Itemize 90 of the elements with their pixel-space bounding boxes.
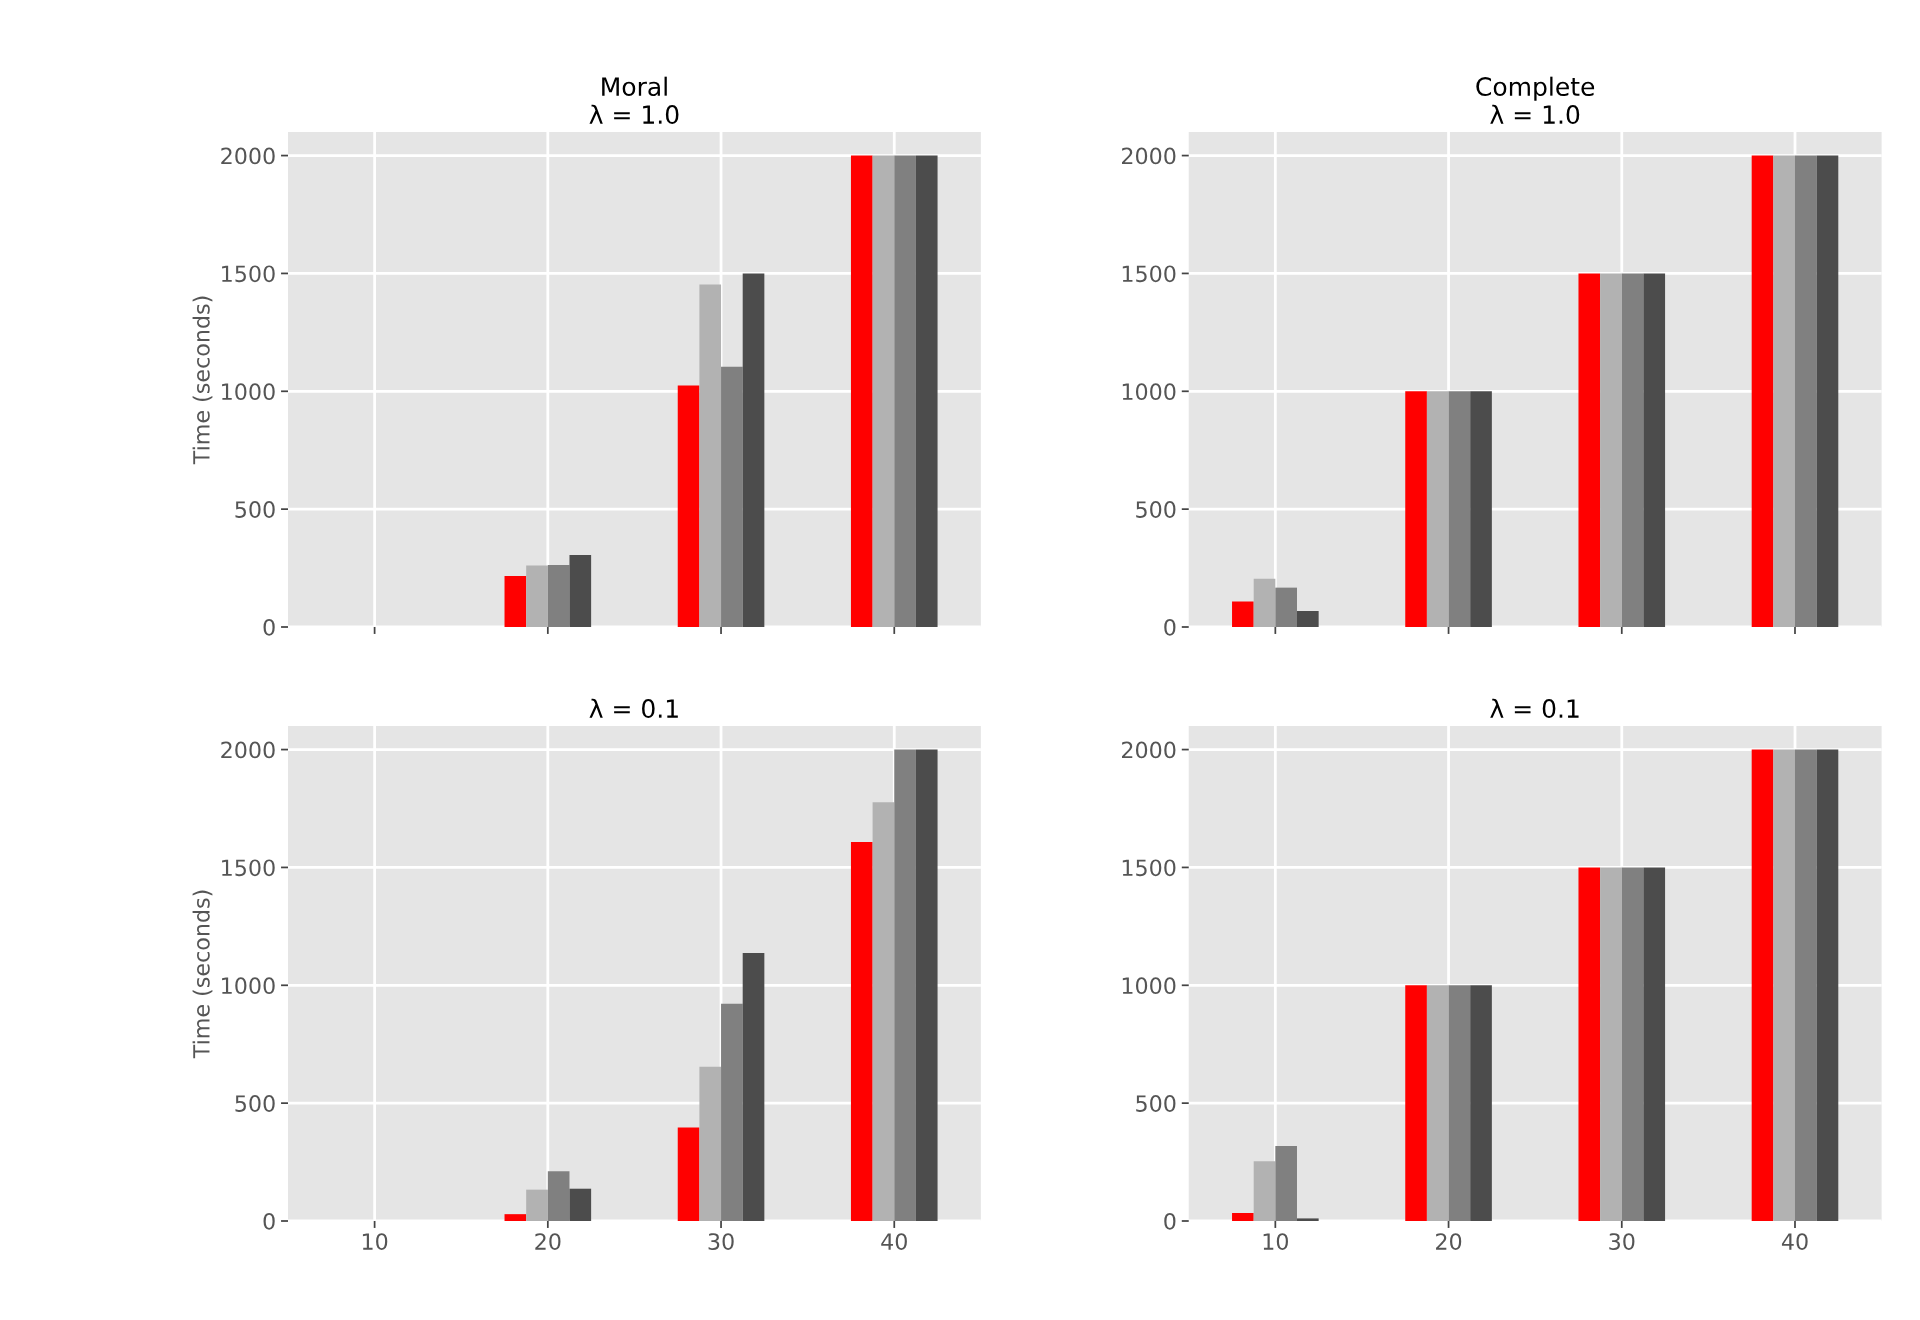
bar — [742, 952, 765, 1221]
bar — [894, 155, 916, 627]
y-tick-label: 0 — [263, 1212, 275, 1230]
y-tick-label: 1500 — [222, 265, 275, 283]
bar — [1296, 1218, 1319, 1221]
bar — [1600, 273, 1622, 627]
bar — [1643, 867, 1666, 1221]
bar — [1470, 391, 1492, 627]
bar — [1621, 867, 1644, 1221]
bar — [1405, 391, 1427, 627]
bar — [1253, 1161, 1276, 1221]
bar — [1275, 587, 1297, 627]
chart-title: λ = 0.1 — [589, 698, 678, 719]
y-tick-label: 500 — [235, 1095, 275, 1112]
x-tick-label: 20 — [1436, 1233, 1462, 1251]
x-tick-label: 30 — [708, 1233, 734, 1251]
bar — [547, 565, 570, 627]
bar — [1426, 391, 1449, 627]
x-tick-label: 30 — [1609, 1233, 1635, 1251]
bar — [1448, 985, 1471, 1221]
bar — [1275, 1146, 1297, 1221]
bar — [850, 841, 873, 1221]
bar — [1773, 155, 1795, 627]
bar — [1751, 155, 1774, 627]
bar — [1816, 155, 1839, 627]
bar — [1253, 578, 1276, 627]
bar — [742, 273, 765, 627]
bar — [699, 1066, 722, 1221]
bar — [872, 155, 895, 627]
chart-title: λ = 0.1 — [1490, 698, 1579, 719]
y-tick-label: 0 — [1164, 1212, 1176, 1230]
bar — [1296, 610, 1319, 627]
bar — [915, 749, 938, 1221]
bar — [1426, 985, 1449, 1221]
x-tick-label: 10 — [1263, 1233, 1288, 1251]
bar — [1232, 601, 1254, 627]
bar — [1751, 749, 1774, 1221]
bar — [1794, 155, 1817, 627]
bar — [504, 1214, 527, 1221]
x-tick-label: 40 — [881, 1233, 907, 1251]
y-tick-label: 500 — [1136, 1095, 1176, 1112]
bar — [721, 1003, 743, 1221]
y-tick-label: 1500 — [1122, 265, 1176, 283]
bar — [547, 1171, 570, 1221]
bar — [1578, 273, 1601, 627]
bar — [1621, 273, 1644, 627]
y-axis-title: Time (seconds) — [192, 890, 213, 1059]
bar — [569, 1188, 592, 1221]
y-tick-label: 500 — [235, 501, 275, 518]
y-tick-label: 1500 — [1122, 859, 1176, 877]
bar — [1405, 985, 1427, 1221]
bar — [1773, 749, 1795, 1221]
chart-title: Complete λ = 1.0 — [1476, 76, 1595, 125]
bar — [1816, 749, 1839, 1221]
bar — [915, 155, 938, 627]
y-tick-label: 2000 — [1122, 147, 1176, 165]
y-tick-label: 2000 — [1122, 741, 1176, 759]
y-tick-label: 0 — [1164, 618, 1176, 636]
y-tick-label: 1500 — [222, 859, 275, 877]
x-tick-label: 40 — [1781, 1233, 1808, 1251]
y-tick-label: 1000 — [1122, 977, 1176, 995]
y-axis-title: Time (seconds) — [192, 296, 213, 465]
x-tick-label: 10 — [362, 1233, 388, 1251]
y-tick-label: 2000 — [221, 741, 275, 759]
bar — [1643, 273, 1666, 627]
bar — [699, 284, 722, 627]
bar — [850, 155, 873, 627]
bar — [1470, 985, 1492, 1221]
y-tick-label: 1000 — [222, 977, 275, 995]
y-tick-label: 500 — [1136, 501, 1176, 518]
bar — [526, 565, 548, 627]
y-tick-label: 1000 — [222, 383, 275, 401]
bar — [1232, 1212, 1254, 1221]
bar — [677, 385, 700, 627]
bar — [721, 366, 743, 627]
bar — [1578, 867, 1601, 1221]
bar — [894, 749, 916, 1221]
bar — [526, 1189, 548, 1221]
bar — [677, 1127, 700, 1221]
y-tick-label: 0 — [263, 618, 275, 636]
x-tick-label: 20 — [535, 1233, 561, 1251]
bar — [504, 576, 527, 627]
y-tick-label: 2000 — [221, 147, 275, 165]
chart-title: Moral λ = 1.0 — [589, 76, 679, 125]
bar — [569, 555, 592, 627]
y-tick-label: 1000 — [1122, 383, 1176, 401]
bar — [1448, 391, 1471, 627]
bar — [1794, 749, 1817, 1221]
bar — [1600, 867, 1622, 1221]
bar — [872, 802, 895, 1221]
